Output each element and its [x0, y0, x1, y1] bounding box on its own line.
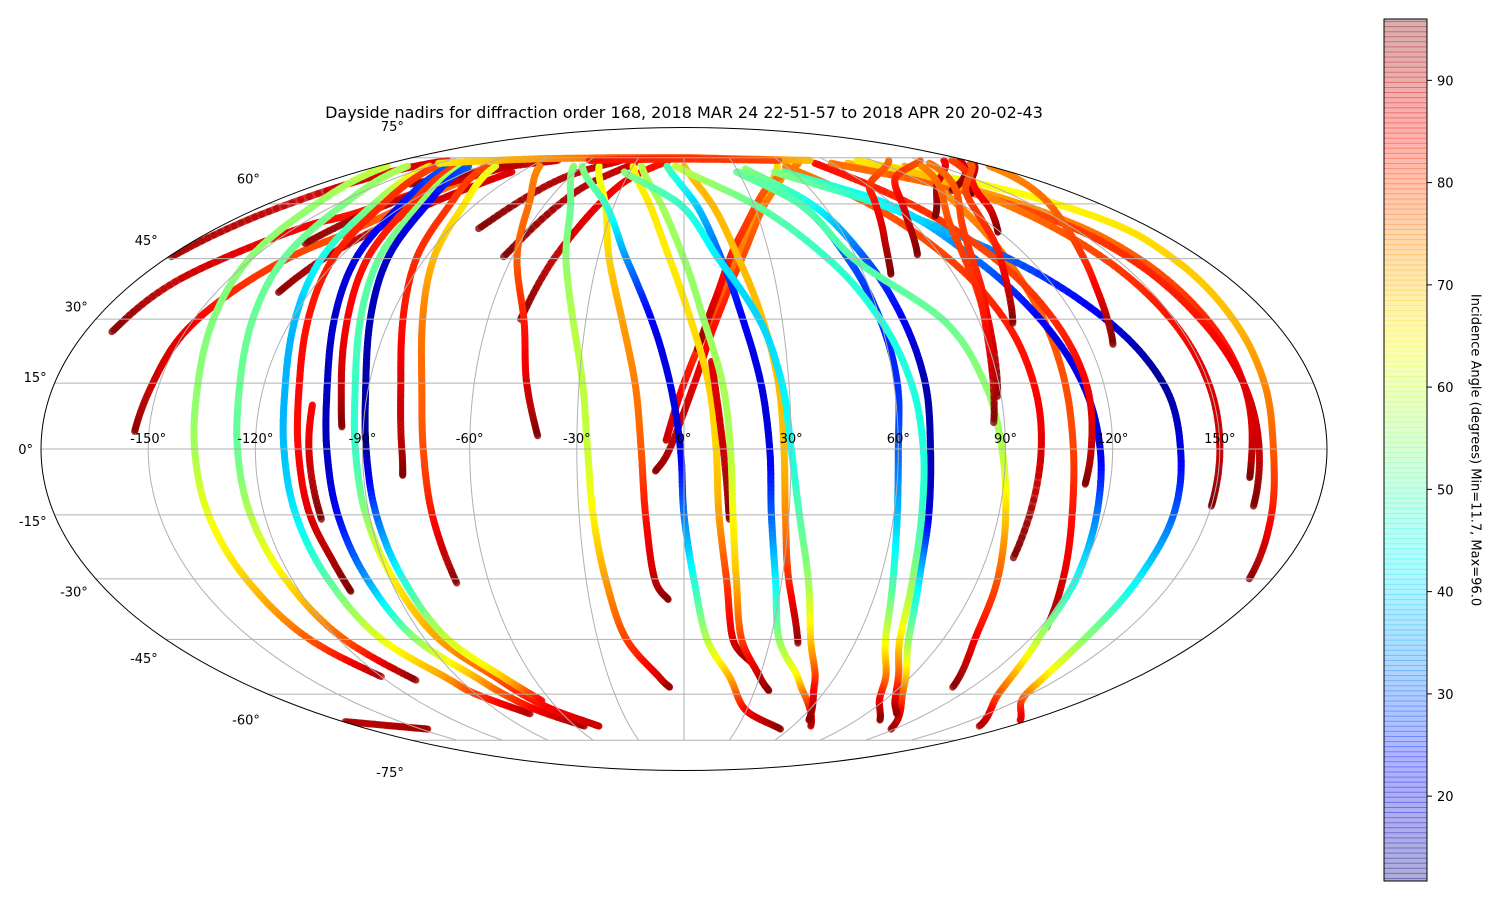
track-segment [409, 675, 420, 684]
nadir-track [322, 162, 588, 730]
track-segment [1009, 550, 1019, 562]
track-layer [108, 154, 1278, 733]
chart-title: Dayside nadirs for diffraction order 168… [325, 103, 1043, 122]
nadir-track [305, 401, 325, 523]
nadir-track [233, 162, 420, 684]
track-segment [533, 430, 542, 440]
track-segment [887, 724, 896, 733]
track-segment [524, 709, 534, 718]
track-segment [346, 586, 355, 595]
track-segment [776, 725, 784, 733]
track-segment [505, 168, 516, 177]
track-segment [579, 722, 588, 730]
nadir-track [513, 162, 544, 440]
track-segment [975, 721, 985, 730]
track-segment [664, 595, 672, 603]
nadir-track [190, 162, 391, 681]
track-segment [452, 577, 461, 587]
track-segment [537, 696, 546, 705]
track-segment [317, 513, 325, 523]
nadir-track [279, 162, 534, 718]
track-segment [949, 682, 958, 691]
nadir-track [168, 156, 452, 261]
track-segment [593, 722, 603, 730]
